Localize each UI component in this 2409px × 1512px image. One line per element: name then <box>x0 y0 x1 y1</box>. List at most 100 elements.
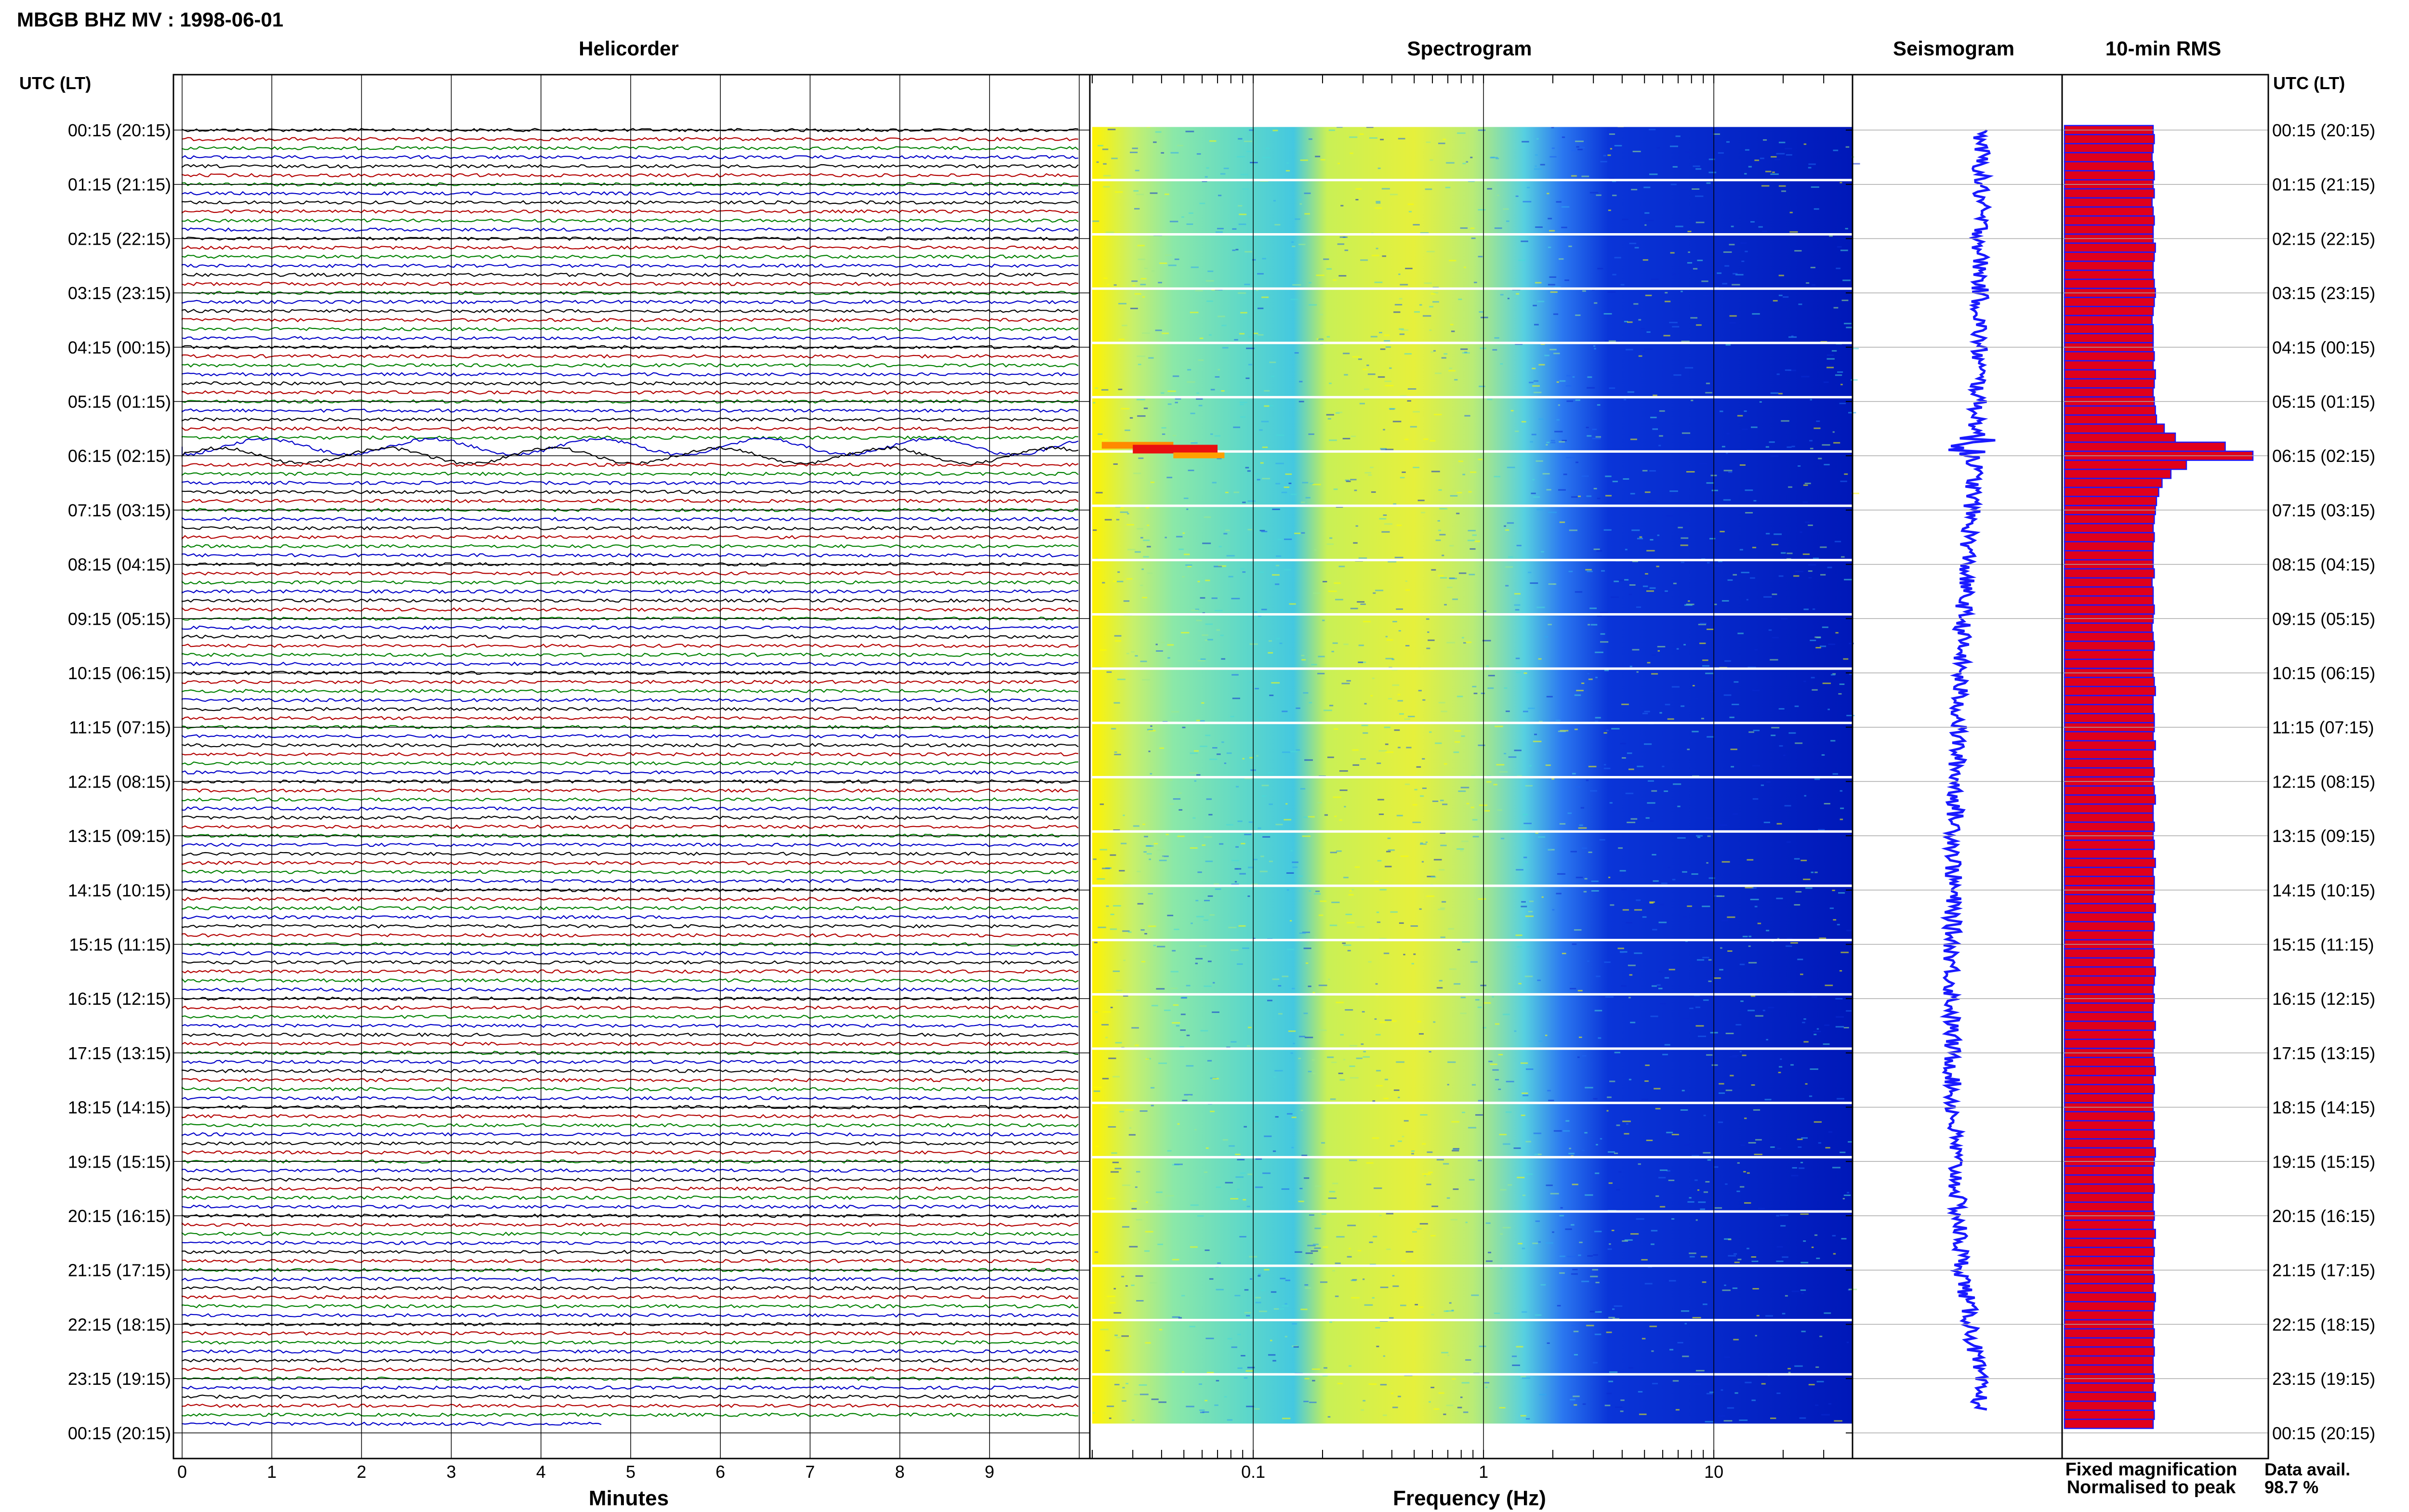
spectrogram-speckle <box>1245 377 1250 379</box>
spectrogram-speckle <box>1717 272 1722 274</box>
spectrogram-speckle <box>1220 173 1226 175</box>
spectrogram-speckle <box>1200 597 1205 599</box>
spectrogram-speckle <box>1361 1043 1364 1045</box>
spectrogram-speckle <box>1813 427 1821 429</box>
spectrogram-speckle <box>1159 1328 1163 1330</box>
rms-bar <box>2064 975 2155 986</box>
spectrogram-speckle <box>1824 381 1829 383</box>
spectrogram-speckle <box>1350 890 1352 892</box>
spectrogram-speckle <box>1711 489 1718 491</box>
spectrogram-speckle <box>1326 543 1334 545</box>
helicorder-trace <box>181 571 1079 576</box>
spectrogram-speckle <box>1532 1242 1538 1244</box>
spectrogram-speckle <box>1378 750 1387 752</box>
spectrogram-speckle <box>1616 1189 1620 1191</box>
spectrogram-speckle <box>1105 231 1114 233</box>
spectrogram-speckle <box>1398 747 1401 749</box>
spectrogram-speckle <box>1840 951 1849 953</box>
spectrogram-speckle <box>1148 730 1156 732</box>
spectrogram-speckle <box>1139 1110 1148 1112</box>
spectrogram-speckle <box>1218 195 1222 197</box>
rms-bar <box>2064 460 2187 470</box>
spectrogram-speckle <box>1299 1036 1305 1038</box>
spectrogram-speckle <box>1381 188 1390 190</box>
spectrogram-speckle <box>1385 346 1391 348</box>
spectrogram-speckle <box>1426 895 1435 897</box>
spectrogram-speckle <box>1760 158 1764 159</box>
spectrogram-speckle <box>1182 1100 1188 1102</box>
spectrogram-speckle <box>1209 334 1212 336</box>
spectrogram-speckle <box>1397 694 1401 696</box>
spectrogram-speckle <box>1411 1150 1415 1152</box>
spectrogram-speckle <box>1680 1109 1688 1111</box>
spectrogram-speckle <box>1603 732 1607 734</box>
helicorder-trace <box>181 933 1079 938</box>
spectrogram-speckle <box>1552 1231 1554 1233</box>
spectrogram-speckle <box>1366 364 1369 366</box>
spectrogram-speckle <box>1242 758 1244 760</box>
spectrogram-speckle <box>1242 188 1249 190</box>
rms-bar <box>2064 1400 2154 1411</box>
spectrogram-speckle <box>1191 266 1199 268</box>
spectrogram-speckle <box>1171 711 1179 713</box>
spectrogram-speckle <box>1516 869 1523 871</box>
spectrogram-speckle <box>1225 1182 1233 1183</box>
spectrogram-speckle <box>1406 747 1412 749</box>
spectrogram-speckle <box>1278 985 1282 987</box>
spectrogram-speckle <box>1832 673 1836 675</box>
spectrogram-speckle <box>1656 984 1661 986</box>
rms-bar <box>2064 1419 2154 1429</box>
spectrogram-speckle <box>1587 960 1589 962</box>
rms-bars <box>2064 125 2254 1429</box>
spectrogram-speckle <box>1279 643 1283 644</box>
spectrogram-speckle <box>1240 568 1245 570</box>
spectrogram-speckle <box>1511 1355 1517 1357</box>
spectrogram-speckle <box>1249 1318 1254 1320</box>
spectrogram-speckle <box>1368 1383 1377 1385</box>
spectrogram-speckle <box>1200 658 1206 660</box>
spectrogram-speckle <box>1626 349 1633 351</box>
spectrogram-speckle <box>1697 836 1701 838</box>
spectrogram-speckle <box>1129 417 1133 419</box>
spectrogram-speckle <box>1272 130 1278 131</box>
spectrogram-speckle <box>1258 717 1261 719</box>
spectrogram-speckle <box>1472 534 1477 536</box>
spectrogram-speckle <box>1438 575 1444 577</box>
spectrogram-speckle <box>1668 1180 1675 1181</box>
spectrogram-speckle <box>1813 1034 1817 1036</box>
spectrogram-speckle <box>1320 159 1325 161</box>
spectrogram-speckle <box>1719 969 1723 971</box>
rms-bar <box>2064 324 2154 334</box>
spectrogram-speckle <box>1405 267 1413 269</box>
spectrogram-speckle <box>1186 223 1193 225</box>
spectrogram-speckle <box>1497 195 1499 197</box>
helicorder-trace <box>181 1204 1078 1209</box>
spectrogram-speckle <box>1716 895 1725 897</box>
spectrogram-speckle <box>1117 571 1120 573</box>
spectrogram-speckle <box>1244 833 1252 835</box>
spectrogram-speckle <box>1522 1248 1525 1249</box>
spectrogram-speckle <box>1806 282 1810 284</box>
spectrogram-speckle <box>1112 1161 1119 1163</box>
spectrogram-speckle <box>1324 1367 1327 1369</box>
spectrogram-speckle <box>1575 877 1583 879</box>
helicorder-trace <box>181 1005 1079 1010</box>
spectrogram-speckle <box>1479 1345 1486 1347</box>
spectrogram-speckle <box>1322 1375 1328 1377</box>
spectrogram-speckle <box>1636 1218 1644 1220</box>
spectrogram-speckle <box>1698 1036 1707 1037</box>
spectrogram-speckle <box>1691 399 1694 401</box>
helicorder-trace <box>181 1295 1079 1300</box>
rms-bar <box>2064 1129 2155 1140</box>
spectrogram-speckle <box>1470 961 1478 963</box>
spectrogram-speckle <box>1669 1349 1674 1351</box>
spectrogram-speckle <box>1556 381 1559 383</box>
spectrogram-speckle <box>1787 1367 1791 1369</box>
spectrogram-speckle <box>1345 1009 1353 1011</box>
spectrogram-speckle <box>1587 376 1592 378</box>
spectrogram-speckle <box>1800 1162 1803 1163</box>
spectrogram-speckle <box>1440 800 1444 802</box>
spectrogram-speckle <box>1299 381 1303 382</box>
spectrogram-speckle <box>1257 334 1264 336</box>
helicorder-trace <box>181 1349 1079 1354</box>
